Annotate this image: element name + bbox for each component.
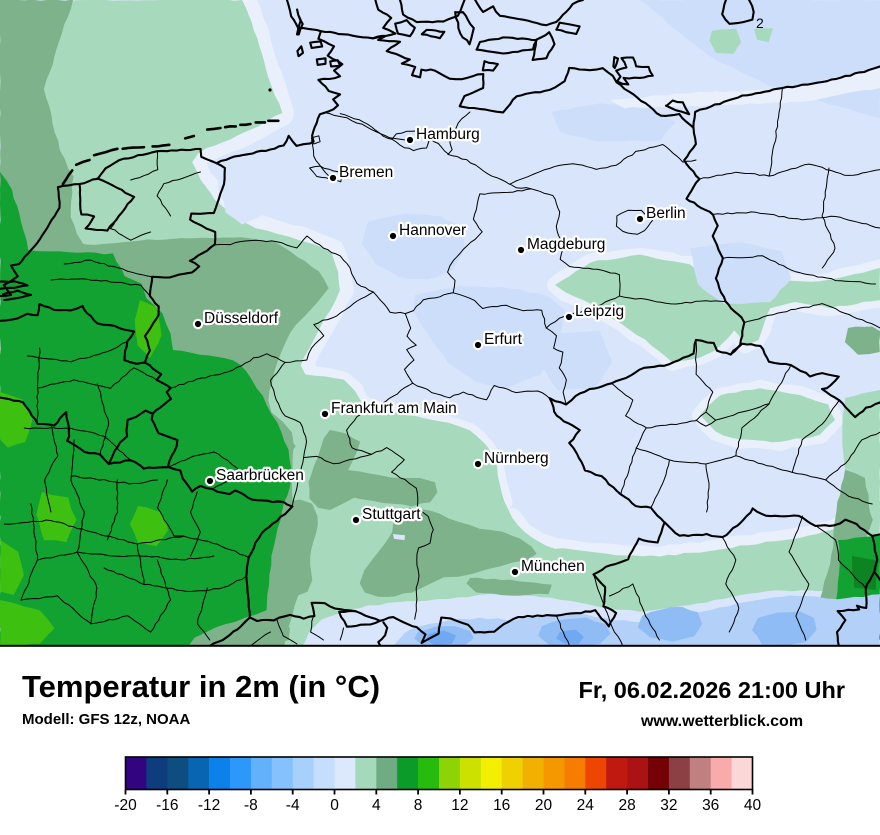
svg-text:Hamburg: Hamburg [416, 126, 480, 143]
svg-text:-4: -4 [286, 797, 300, 814]
svg-text:-8: -8 [244, 797, 258, 814]
svg-text:2: 2 [756, 15, 764, 31]
svg-text:Leipzig: Leipzig [575, 303, 624, 320]
svg-text:32: 32 [660, 797, 677, 814]
svg-text:Magdeburg: Magdeburg [527, 236, 605, 253]
svg-text:36: 36 [702, 797, 719, 814]
svg-text:Berlin: Berlin [646, 205, 686, 222]
svg-text:Temperatur in 2m (in °C): Temperatur in 2m (in °C) [22, 669, 380, 704]
svg-text:www.wetterblick.com: www.wetterblick.com [640, 713, 803, 730]
svg-text:-20: -20 [114, 797, 137, 814]
svg-text:Nürnberg: Nürnberg [484, 450, 549, 467]
svg-text:4: 4 [372, 797, 381, 814]
svg-text:Fr, 06.02.2026 21:00 Uhr: Fr, 06.02.2026 21:00 Uhr [578, 677, 845, 703]
svg-text:Düsseldorf: Düsseldorf [204, 310, 279, 327]
svg-text:Hannover: Hannover [399, 222, 466, 239]
svg-text:8: 8 [414, 797, 423, 814]
svg-text:-16: -16 [156, 797, 178, 814]
svg-text:Modell: GFS 12z, NOAA: Modell: GFS 12z, NOAA [22, 711, 191, 728]
svg-text:Stuttgart: Stuttgart [362, 506, 421, 523]
svg-text:Saarbrücken: Saarbrücken [216, 467, 304, 484]
svg-text:40: 40 [744, 797, 762, 814]
svg-text:Bremen: Bremen [339, 164, 393, 181]
svg-text:-12: -12 [198, 797, 220, 814]
svg-text:Erfurt: Erfurt [484, 331, 523, 348]
svg-text:20: 20 [535, 797, 553, 814]
svg-text:Frankfurt am Main: Frankfurt am Main [331, 400, 457, 417]
svg-text:12: 12 [451, 797, 468, 814]
svg-text:0: 0 [330, 797, 339, 814]
svg-text:28: 28 [618, 797, 635, 814]
svg-text:24: 24 [577, 797, 595, 814]
svg-text:München: München [521, 558, 585, 575]
svg-text:16: 16 [493, 797, 510, 814]
